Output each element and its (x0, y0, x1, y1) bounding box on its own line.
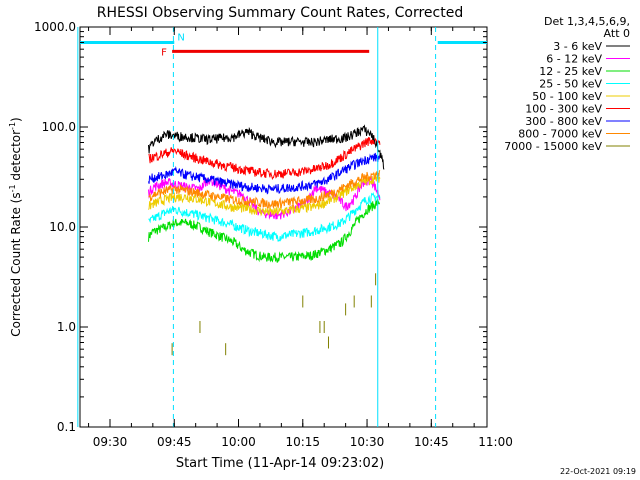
x-tick-label: 10:15 (285, 435, 320, 449)
y-tick-label: 10.0 (49, 220, 76, 234)
x-tick-label: 11:00 (478, 435, 513, 449)
y-axis-label-end: ) (9, 117, 23, 122)
legend-label: 50 - 100 keV (532, 90, 602, 103)
x-tick-label: 10:45 (414, 435, 449, 449)
legend-header-line-1: Det 1,3,4,5,6,9, (544, 15, 630, 28)
series-line-4 (148, 172, 381, 217)
legend-label: 800 - 7000 keV (518, 128, 602, 141)
axis-layer: 0.1 1.0 10.0 100.0 1000.0 09:30 09:45 10:00 10:1… (34, 20, 513, 449)
x-axis-label: Start Time (11-Apr-14 09:23:02) (176, 456, 384, 471)
legend-label: 25 - 50 keV (539, 78, 602, 91)
series-line-0 (148, 124, 385, 170)
series-layer (148, 124, 385, 356)
y-tick-label: 1.0 (57, 320, 76, 334)
plot-frame (79, 26, 488, 428)
x-tick-label: 09:45 (157, 435, 192, 449)
legend-label: 12 - 25 keV (539, 65, 602, 78)
y-tick-label: 100.0 (42, 120, 76, 134)
series-line-3 (148, 192, 381, 242)
y-axis-label-main: Corrected Count Rate (s (9, 192, 23, 336)
legend-header-line-2: Att 0 (604, 27, 630, 40)
series-line-6 (148, 152, 381, 195)
legend-label: 7000 - 15000 keV (504, 140, 602, 153)
y-axis-label-sup: -1 (8, 184, 17, 192)
flare-marker-label: F (161, 47, 167, 58)
x-tick-label: 10:00 (221, 435, 256, 449)
y-tick-label: 0.1 (57, 420, 76, 434)
marker-layer: FN (77, 27, 487, 427)
series-line-7 (148, 170, 381, 210)
legend-label: 100 - 300 keV (525, 103, 602, 116)
legend-label: 6 - 12 keV (546, 53, 602, 66)
series-line-2 (148, 199, 381, 263)
chart-title: RHESSI Observing Summary Count Rates, Co… (97, 5, 463, 21)
generation-timestamp: 22-Oct-2021 09:19 (560, 467, 636, 476)
series-line-5 (148, 135, 381, 181)
legend-label: 300 - 800 keV (525, 115, 602, 128)
y-tick-label: 1000.0 (34, 20, 76, 34)
x-tick-label: 10:30 (350, 435, 385, 449)
y-axis-label-mid: detector (9, 130, 23, 185)
night-marker-label: N (177, 32, 184, 43)
legend-label: 3 - 6 keV (553, 40, 602, 53)
y-axis-label: Corrected Count Rate (s-1 detector-1) (8, 117, 23, 336)
y-axis-label-sup2: -1 (8, 122, 17, 130)
x-tick-label: 09:30 (93, 435, 128, 449)
